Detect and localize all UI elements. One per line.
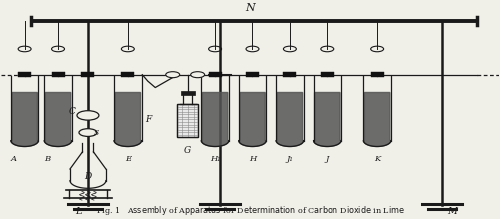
Polygon shape bbox=[202, 92, 229, 147]
Text: M: M bbox=[447, 207, 457, 216]
Bar bbox=[180, 91, 194, 95]
Polygon shape bbox=[364, 92, 391, 147]
Bar bbox=[177, 104, 198, 137]
Bar bbox=[321, 72, 334, 77]
Text: S: S bbox=[94, 129, 99, 137]
Text: J: J bbox=[326, 155, 329, 163]
Bar bbox=[208, 72, 222, 77]
Circle shape bbox=[166, 72, 179, 78]
Text: G: G bbox=[184, 146, 192, 155]
Text: K: K bbox=[374, 155, 380, 163]
Text: J₁: J₁ bbox=[286, 155, 294, 163]
Bar bbox=[370, 72, 384, 77]
Polygon shape bbox=[276, 92, 303, 147]
Bar bbox=[52, 72, 64, 77]
Bar bbox=[177, 104, 198, 137]
Polygon shape bbox=[314, 92, 341, 147]
Text: A: A bbox=[10, 155, 16, 163]
Bar bbox=[246, 72, 259, 77]
Text: N: N bbox=[245, 3, 255, 12]
Text: H: H bbox=[249, 155, 256, 163]
Text: D: D bbox=[84, 172, 91, 181]
Text: F: F bbox=[144, 115, 151, 124]
Text: B: B bbox=[44, 155, 50, 163]
Text: H₁: H₁ bbox=[210, 155, 220, 163]
Circle shape bbox=[190, 72, 204, 78]
Text: Fig. 1   A$\rm{ssembly}$ of A$\rm{pparatus}$ for D$\rm{etermination}$ of C$\rm{a: Fig. 1 A$\rm{ssembly}$ of A$\rm{pparatus… bbox=[96, 204, 405, 217]
Circle shape bbox=[77, 111, 99, 120]
Polygon shape bbox=[44, 92, 72, 147]
Polygon shape bbox=[239, 92, 266, 147]
Bar bbox=[284, 72, 296, 77]
Polygon shape bbox=[114, 92, 141, 147]
Bar bbox=[82, 72, 94, 77]
Polygon shape bbox=[11, 92, 38, 147]
Text: E: E bbox=[125, 155, 131, 163]
Bar bbox=[18, 72, 31, 77]
Text: C: C bbox=[68, 107, 75, 116]
Bar bbox=[122, 72, 134, 77]
Circle shape bbox=[79, 129, 97, 136]
Text: L: L bbox=[74, 207, 81, 216]
